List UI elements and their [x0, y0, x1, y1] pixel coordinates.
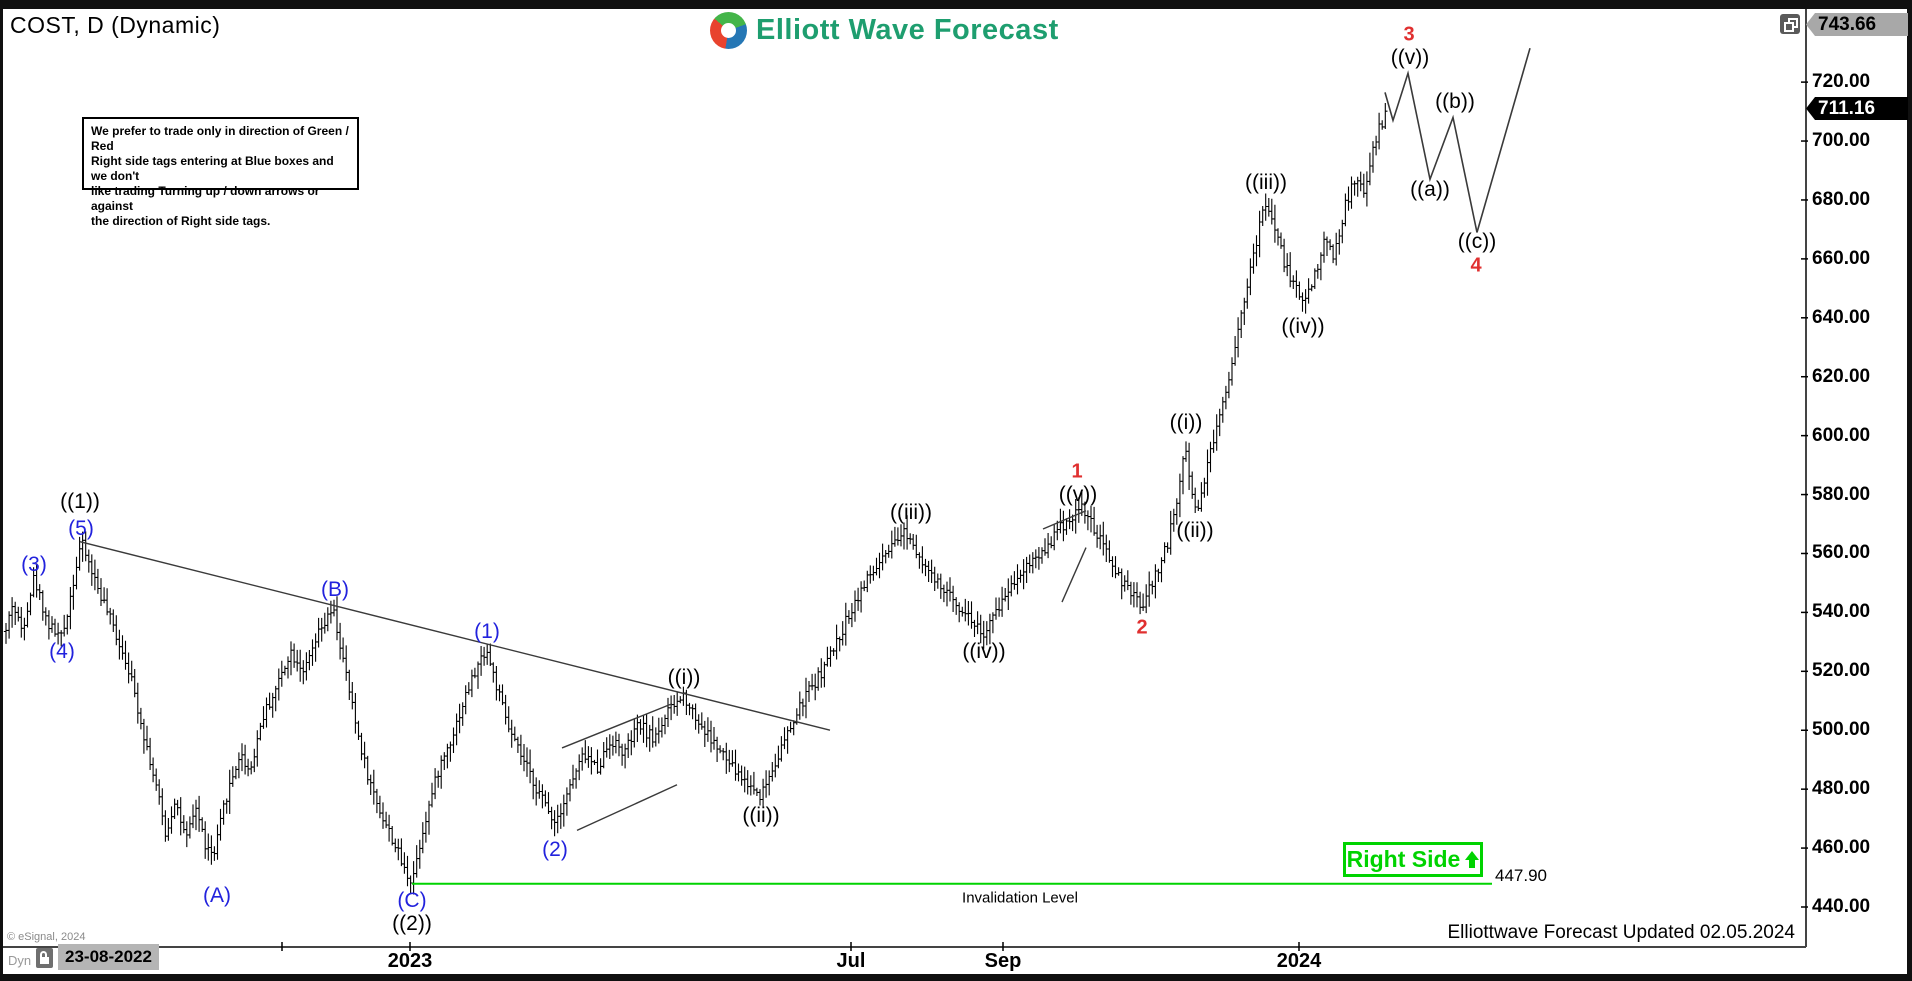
wave-label: ((b)): [1435, 90, 1475, 113]
price-tick-label: 520.00: [1812, 660, 1871, 682]
symbol-title: COST, D (Dynamic): [10, 12, 221, 38]
right-side-label: Right Side: [1346, 846, 1461, 872]
disclaimer-line: Right side tags entering at Blue boxes a…: [91, 154, 334, 183]
price-tick-label: 620.00: [1812, 365, 1871, 387]
high-price-badge: 743.66: [1806, 13, 1908, 36]
price-tick-label: 660.00: [1812, 247, 1871, 269]
wave-label: ((iv)): [1281, 315, 1325, 338]
elliott-wave-forecast-logo-icon: [710, 12, 747, 49]
wave-label: 2: [1136, 616, 1148, 639]
window-frame-bottom: [0, 974, 1912, 981]
time-tick-label: 2023: [387, 950, 433, 972]
price-tick-label: 580.00: [1812, 483, 1871, 505]
wave-label: ((1)): [60, 490, 100, 513]
wave-label: 4: [1470, 254, 1482, 277]
right-side-badge: Right Side: [1343, 842, 1483, 877]
wave-label: (5): [68, 517, 94, 540]
disclaimer-line: the direction of Right side tags.: [91, 214, 271, 228]
time-tick-label: 2024: [1276, 950, 1322, 972]
wave-label: (3): [21, 553, 47, 576]
window-frame-left: [0, 0, 3, 981]
price-tick-label: 500.00: [1812, 719, 1871, 741]
wave-label: ((v)): [1058, 483, 1098, 506]
wave-label: ((iv)): [962, 640, 1006, 663]
wave-label: (2): [542, 838, 568, 861]
wave-label: ((i)): [1169, 411, 1203, 434]
arrow-up-icon: [1465, 851, 1480, 868]
dyn-mode-label: Dyn: [8, 953, 32, 968]
invalidation-price-value: 447.90: [1495, 866, 1547, 885]
wave-label: ((c)): [1457, 230, 1497, 253]
wave-label: 1: [1071, 460, 1083, 483]
wave-label: ((iii)): [890, 501, 932, 524]
price-tick-label: 560.00: [1812, 542, 1871, 564]
price-tick-label: 480.00: [1812, 778, 1871, 800]
lock-icon[interactable]: [36, 948, 53, 968]
brand-logo: Elliott Wave Forecast: [710, 12, 1059, 49]
price-tick-label: 680.00: [1812, 188, 1871, 210]
time-tick-label: Jul: [836, 950, 866, 972]
wave-label: (1): [474, 620, 500, 643]
wave-label: 3: [1403, 23, 1415, 46]
window-frame-right: [1907, 0, 1912, 981]
price-tick-label: 600.00: [1812, 424, 1871, 446]
wave-label: ((ii)): [742, 804, 780, 827]
price-tick-label: 640.00: [1812, 306, 1871, 328]
wave-label: (B): [321, 578, 349, 601]
disclaimer-line: We prefer to trade only in direction of …: [91, 124, 349, 153]
wave-label: ((2)): [392, 912, 432, 935]
price-tick-label: 700.00: [1812, 130, 1871, 152]
wave-label: ((v)): [1390, 46, 1430, 69]
price-tick-label: 460.00: [1812, 837, 1871, 859]
wave-label: (A): [203, 884, 231, 907]
invalidation-level-label: Invalidation Level: [962, 889, 1078, 907]
last-price-badge: 711.16: [1806, 97, 1908, 120]
wave-label: (C): [397, 889, 427, 912]
wave-label: ((ii)): [1176, 519, 1214, 542]
disclaimer-line: like trading Turning up / down arrows or…: [91, 184, 320, 213]
brand-logo-text: Elliott Wave Forecast: [756, 14, 1059, 46]
wave-label: ((i)): [667, 666, 701, 689]
esignal-copyright: © eSignal, 2024: [7, 931, 86, 943]
price-tick-label: 720.00: [1812, 71, 1871, 93]
forecast-updated-note: Elliottwave Forecast Updated 02.05.2024: [1447, 922, 1796, 943]
window-frame-top: [0, 0, 1912, 9]
price-tick-label: 540.00: [1812, 601, 1871, 623]
wave-label: ((a)): [1410, 178, 1450, 201]
chart-start-date-badge[interactable]: 23-08-2022: [58, 944, 159, 970]
restore-window-icon[interactable]: [1780, 14, 1800, 34]
time-tick-label: Sep: [984, 950, 1022, 972]
wave-label: (4): [49, 640, 75, 663]
price-tick-label: 440.00: [1812, 896, 1871, 917]
wave-label: ((iii)): [1245, 171, 1287, 194]
trading-disclaimer-box: We prefer to trade only in direction of …: [82, 117, 359, 228]
